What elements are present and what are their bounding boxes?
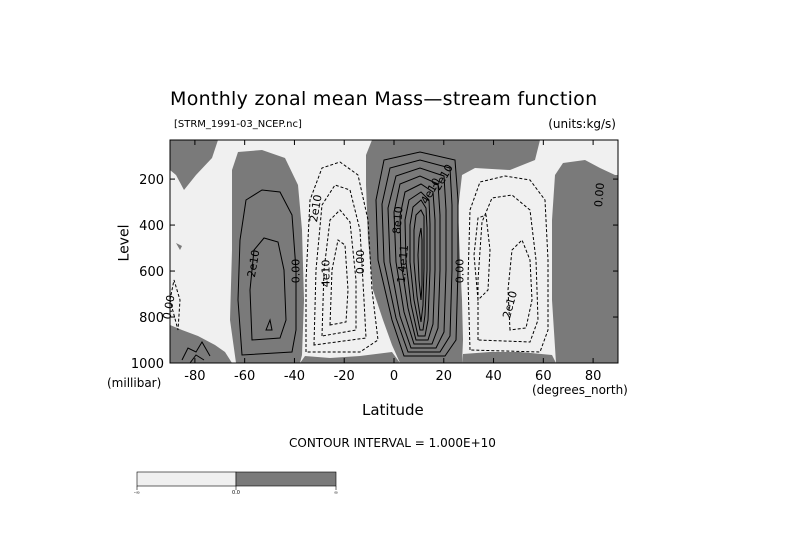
contour-label: 2e10	[307, 194, 325, 224]
colorbar-positive-swatch	[235, 471, 337, 487]
y-axis: 200 400 600 800 1000	[131, 173, 618, 372]
colorbar-label-max: ∞	[334, 490, 338, 496]
y-tick-label: 800	[139, 311, 164, 326]
contour-label: 2e10	[245, 249, 263, 279]
positive-region-hadley-cell	[366, 140, 540, 363]
x-tick-label: 40	[485, 369, 502, 384]
x-tick-label: -80	[184, 369, 205, 384]
positive-region-bottom-band	[300, 352, 400, 363]
chart-title: Monthly zonal mean Mass—stream function	[170, 88, 598, 110]
contour-label: 4e10	[319, 259, 332, 287]
x-axis: -80 -60 -40 -20 0 20 40 60 80	[184, 140, 601, 384]
positive-spot	[176, 243, 182, 250]
positive-region-southern-cell	[230, 150, 304, 363]
y-tick-label: 600	[139, 265, 164, 280]
contour-label: 0.00	[592, 182, 607, 208]
contour-label: 0.00	[354, 250, 367, 275]
colorbar: -∞ 0.0 ∞	[134, 471, 338, 496]
contour-label: 0.00	[161, 294, 178, 320]
x-tick-label: -60	[234, 369, 255, 384]
x-axis-title: Latitude	[362, 401, 424, 419]
colorbar-label-zero: 0.0	[232, 490, 240, 496]
positive-region-bottom-right	[462, 352, 556, 363]
x-axis-units: (degrees_north)	[532, 383, 628, 397]
colorbar-label-min: -∞	[134, 490, 140, 496]
contour-label: 0.00	[289, 259, 302, 284]
contour-label: 0.00	[454, 259, 467, 284]
chart-subtitle: [STRM_1991-03_NCEP.nc]	[174, 119, 302, 130]
contour-label: 1.4e11	[395, 244, 411, 283]
x-tick-label: -40	[284, 369, 305, 384]
positive-region-polar-cell	[552, 160, 618, 363]
x-tick-label: 60	[535, 369, 552, 384]
y-tick-label: 400	[139, 219, 164, 234]
x-tick-label: 20	[436, 369, 453, 384]
x-tick-label: 0	[390, 369, 398, 384]
y-tick-label: 1000	[131, 357, 164, 372]
contour-label: 8e10	[390, 206, 405, 235]
x-tick-label: 80	[585, 369, 602, 384]
units-label: (units:kg/s)	[548, 117, 616, 131]
positive-region-top-left	[170, 140, 218, 190]
y-axis-title: Level	[116, 224, 133, 262]
y-tick-label: 200	[139, 173, 164, 188]
colorbar-negative-swatch	[136, 471, 237, 487]
x-tick-label: -20	[334, 369, 355, 384]
y-axis-units: (millibar)	[107, 376, 162, 390]
contour-interval-note: CONTOUR INTERVAL = 1.000E+10	[289, 436, 496, 450]
